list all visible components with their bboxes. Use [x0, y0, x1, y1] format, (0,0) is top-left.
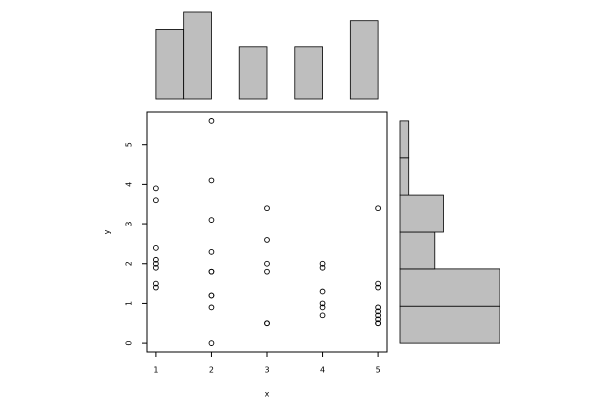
point [375, 316, 381, 323]
y-tick-label: 2 [125, 261, 134, 266]
point [208, 248, 215, 255]
y-tick-label: 4 [125, 182, 134, 187]
point [264, 205, 270, 212]
histogram-bar [294, 46, 323, 100]
histogram-bar [399, 231, 436, 270]
point [208, 268, 215, 275]
y-tick-label: 0 [125, 341, 134, 346]
y-axis-label: y [103, 229, 112, 234]
point [153, 256, 159, 263]
right-histogram [399, 120, 500, 344]
point [375, 280, 381, 287]
point [208, 304, 215, 311]
x-axis-label: x [265, 390, 270, 399]
point [319, 304, 326, 311]
point [264, 260, 270, 267]
x-tick-label: 2 [209, 366, 214, 375]
point [375, 320, 381, 327]
point [319, 312, 326, 319]
point [264, 320, 270, 327]
point [319, 264, 326, 271]
point [208, 292, 215, 299]
point [319, 260, 326, 267]
point [375, 312, 381, 319]
x-tick-label: 3 [264, 366, 269, 375]
histogram-bar [349, 20, 379, 100]
histogram-bar [399, 268, 500, 307]
y-tick-label: 1 [125, 301, 134, 306]
plot-frame [146, 111, 388, 353]
histogram-bar [399, 157, 410, 196]
point [319, 300, 326, 307]
point [153, 185, 159, 192]
point [153, 280, 159, 287]
histogram-bar [399, 120, 410, 159]
histogram-bar [399, 305, 500, 344]
point [375, 308, 381, 315]
point [375, 205, 381, 212]
point [208, 177, 215, 184]
point [153, 264, 159, 271]
point [208, 118, 215, 124]
point [208, 340, 215, 346]
point [375, 304, 381, 311]
histogram-bar [238, 46, 268, 100]
y-tick-label: 3 [125, 222, 134, 227]
point [208, 217, 215, 223]
point [319, 288, 326, 295]
histogram-bar [399, 194, 444, 233]
histogram-bar [183, 11, 212, 100]
histogram-bar [155, 28, 185, 100]
point [153, 260, 159, 267]
point [153, 197, 159, 204]
x-tick-label: 4 [320, 366, 325, 375]
point [264, 268, 270, 275]
x-tick-label: 1 [153, 366, 158, 375]
point [153, 284, 159, 291]
x-tick-label: 5 [376, 366, 381, 375]
point [375, 284, 381, 291]
point [153, 245, 159, 251]
y-tick-label: 5 [125, 142, 134, 147]
point [264, 237, 270, 243]
